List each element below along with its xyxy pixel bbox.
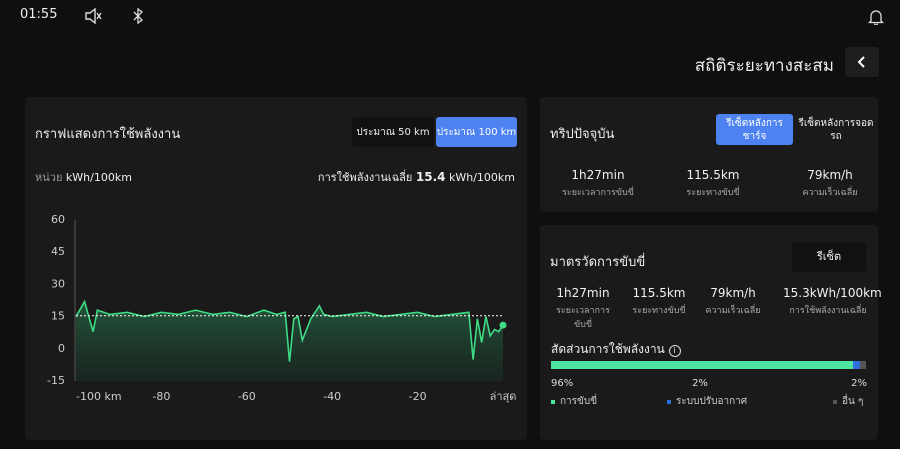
share-title-text: สัดส่วนการใช้พลังงาน [551,342,665,356]
stat: 79km/h ความเร็วเฉลี่ย [688,286,778,317]
legend-swatch [667,399,671,404]
y-tick-label: 45 [51,245,65,258]
stat-label: ความเร็วเฉลี่ย [802,188,858,198]
stat-value: 1h27min [571,168,625,182]
stat: 15.3kWh/100km การใช้พลังงานเฉลี่ย [783,286,882,317]
average-unit: kWh/100km [448,171,515,184]
stat-label: ระยะทางขับขี่ [632,306,686,316]
stat-value: 15.3kWh/100km [783,286,882,300]
average: การใช้พลังงานเฉลี่ย 15.4 kWh/100km [318,168,515,186]
energy-panel: กราฟแสดงการใช้พลังงาน ประมาณ 50 km ประมา… [25,97,527,440]
stat-value: 1h27min [556,286,610,300]
last-point [499,321,507,329]
line [75,299,504,362]
bluetooth-icon[interactable] [132,8,144,24]
stat-label: ระยะเวลาการขับขี่ [562,188,634,198]
x-tick-label: -80 [152,390,170,403]
stat-label: ความเร็วเฉลี่ย [705,306,761,316]
x-tick-label: ล่าสุด [490,390,517,403]
area [76,301,503,381]
unit: หน่วย kWh/100km [35,168,132,186]
page-title: สถิติระยะทางสะสม [694,56,834,76]
share-segment [859,361,866,369]
stat-label: การใช้พลังงานเฉลี่ย [789,306,867,316]
stat: 79km/h ความเร็วเฉลี่ย [785,168,875,199]
share-segment [853,361,860,369]
unit-label: หน่วย [35,171,63,184]
mute-icon[interactable] [84,8,102,24]
stat-value: 79km/h [807,168,853,182]
meter-title: มาตรวัดการขับขี่ [550,255,646,270]
stat: 115.5km ระยะทางขับขี่ [668,168,758,199]
stat-value: 115.5km [686,168,740,182]
stat: 1h27min ระยะเวลาการขับขี่ [553,168,643,199]
x-tick-label: -100 km [76,390,122,403]
range-50-button[interactable]: ประมาณ 50 km [352,117,434,147]
reset-charge-button[interactable]: รีเซ็ตหลังการชาร์จ [716,114,793,145]
legend-item: การขับขี่ [551,394,597,409]
share-label: 2% [851,378,867,389]
average-label: การใช้พลังงานเฉลี่ย [317,171,413,184]
back-button[interactable] [845,47,879,77]
legend-label: ระบบปรับอากาศ [676,396,748,407]
stat-value: 79km/h [710,286,756,300]
share-segment [551,361,854,369]
stat-label: ระยะทางขับขี่ [686,188,740,198]
x-tick-label: -60 [238,390,256,403]
y-tick-label: 30 [51,277,65,290]
share-label: 96% [551,378,574,389]
chart-title: กราฟแสดงการใช้พลังงาน [35,127,181,142]
share-title: สัดส่วนการใช้พลังงาน i [551,340,681,359]
y-tick-label: -15 [47,374,65,387]
stat: 115.5km ระยะทางขับขี่ [614,286,704,317]
reset-park-button[interactable]: รีเซ็ตหลังการจอดรถ [798,117,874,142]
stat-value: 115.5km [632,286,686,300]
trip-title: ทริปปัจจุบัน [550,127,615,142]
stat-label: ระยะเวลาการขับขี่ [556,306,610,330]
stat: 1h27min ระยะเวลาการขับขี่ [555,286,611,331]
unit-value: kWh/100km [65,171,132,184]
average-value: 15.4 [415,170,446,184]
legend-label: อื่น ๆ [842,396,864,407]
trip-panel: ทริปปัจจุบัน รีเซ็ตหลังการชาร์จ รีเซ็ตหล… [540,97,878,212]
meter-panel: มาตรวัดการขับขี่ รีเซ็ต 1h27min ระยะเวลาก… [540,225,882,440]
info-icon[interactable]: i [668,345,681,357]
x-tick-label: -20 [409,390,427,403]
legend-swatch [833,399,837,404]
y-tick-label: 60 [51,213,65,226]
y-tick-label: 0 [58,342,65,355]
reset-button[interactable]: รีเซ็ต [792,243,866,272]
share-label: 2% [692,378,708,389]
legend-item: อื่น ๆ [833,394,863,409]
legend-label: การขับขี่ [560,396,598,407]
range-100-button[interactable]: ประมาณ 100 km [436,117,517,147]
legend-swatch [551,399,555,404]
clock: 01:55 [20,7,58,22]
y-tick-label: 15 [51,310,65,323]
bell-icon[interactable] [868,8,884,25]
legend-item: ระบบปรับอากาศ [667,394,747,409]
x-tick-label: -40 [323,390,341,403]
